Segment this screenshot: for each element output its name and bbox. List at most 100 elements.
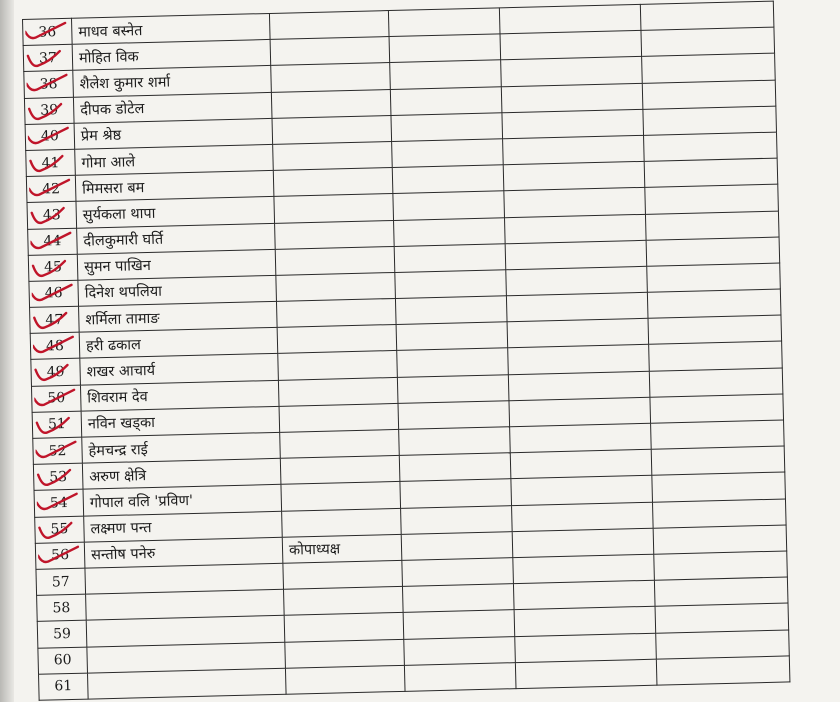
empty-cell bbox=[404, 662, 517, 692]
empty-cell bbox=[656, 655, 790, 686]
empty-cell bbox=[392, 191, 505, 220]
member-name-text: हरी ढकाल bbox=[85, 337, 142, 355]
row-number: 42 bbox=[26, 175, 76, 203]
member-role bbox=[275, 246, 395, 276]
row-number-text: 60 bbox=[53, 652, 72, 669]
empty-cell bbox=[653, 550, 788, 581]
empty-cell bbox=[500, 56, 643, 87]
member-name-text: सन्तोष पनेरु bbox=[90, 546, 156, 564]
row-number: 39 bbox=[24, 96, 75, 125]
row-number-text: 54 bbox=[49, 494, 68, 512]
empty-cell bbox=[511, 501, 654, 532]
empty-cell bbox=[503, 161, 645, 192]
member-name-text: सुर्यकला थापा bbox=[82, 205, 156, 224]
member-name-text: अरुण क्षेत्रि bbox=[89, 467, 147, 486]
empty-cell bbox=[515, 658, 657, 689]
empty-cell bbox=[501, 82, 643, 113]
member-role bbox=[282, 560, 403, 590]
empty-cell bbox=[646, 262, 781, 293]
member-name-text: दिनेश थपलिया bbox=[84, 284, 163, 303]
member-role bbox=[285, 665, 406, 695]
empty-cell bbox=[642, 79, 776, 110]
row-number-text: 41 bbox=[41, 154, 60, 172]
row-number: 47 bbox=[29, 306, 80, 334]
empty-cell bbox=[643, 132, 778, 162]
empty-cell bbox=[512, 527, 654, 558]
empty-cell bbox=[395, 295, 508, 325]
row-number: 52 bbox=[32, 437, 83, 465]
empty-cell bbox=[389, 60, 502, 90]
empty-cell bbox=[400, 505, 513, 535]
empty-cell bbox=[397, 374, 509, 404]
row-number: 60 bbox=[37, 646, 88, 674]
row-number-text: 46 bbox=[44, 285, 63, 302]
empty-cell bbox=[652, 498, 787, 528]
row-number-text: 52 bbox=[48, 442, 67, 460]
row-number: 54 bbox=[34, 489, 84, 517]
empty-cell bbox=[398, 400, 510, 430]
empty-cell bbox=[388, 7, 501, 37]
member-role bbox=[284, 638, 405, 668]
empty-cell bbox=[391, 138, 504, 168]
row-number-text: 45 bbox=[43, 259, 63, 276]
empty-cell bbox=[655, 603, 789, 633]
empty-cell bbox=[644, 158, 778, 188]
empty-cell bbox=[513, 580, 656, 610]
empty-cell bbox=[402, 583, 515, 613]
empty-cell bbox=[642, 105, 777, 136]
member-name-text: गोमा आले bbox=[81, 153, 136, 172]
empty-cell bbox=[512, 554, 655, 584]
member-role bbox=[281, 507, 402, 538]
empty-cell bbox=[505, 240, 647, 270]
empty-cell bbox=[501, 109, 644, 139]
row-number-text: 44 bbox=[43, 233, 62, 250]
row-number-text: 42 bbox=[42, 180, 61, 198]
member-role bbox=[269, 10, 390, 40]
row-number-text: 40 bbox=[40, 128, 59, 145]
member-name-text: दीपक डोटेल bbox=[80, 101, 145, 119]
member-role bbox=[278, 377, 399, 407]
empty-cell bbox=[401, 531, 513, 561]
row-number-text: 53 bbox=[49, 468, 68, 486]
empty-cell bbox=[645, 210, 780, 241]
row-number: 40 bbox=[25, 123, 75, 151]
row-number: 61 bbox=[38, 672, 89, 701]
member-list-sheet: 36 माधव बस्नेत 37 मोहित विक 38 शैलेश कुमार शर… bbox=[22, 1, 790, 701]
member-name-text: मोहित विक bbox=[78, 48, 139, 67]
empty-cell bbox=[403, 636, 516, 666]
empty-cell bbox=[403, 609, 515, 639]
row-number: 38 bbox=[23, 70, 74, 99]
empty-cell bbox=[508, 370, 650, 401]
empty-cell bbox=[647, 289, 781, 319]
row-number-text: 58 bbox=[52, 599, 71, 617]
row-number-text: 50 bbox=[47, 390, 66, 407]
row-number-text: 48 bbox=[45, 337, 65, 355]
row-number-text: 51 bbox=[47, 416, 67, 433]
empty-cell bbox=[651, 446, 785, 476]
member-name-text: शखर आचार्य bbox=[86, 362, 156, 381]
empty-cell bbox=[399, 452, 511, 482]
member-name-text: दीलकुमारी घर्ति bbox=[83, 231, 164, 250]
empty-cell bbox=[514, 632, 657, 663]
empty-cell bbox=[510, 475, 653, 506]
row-number: 45 bbox=[28, 253, 78, 282]
member-name-text: शैलेश कुमार शर्मा bbox=[79, 74, 171, 93]
empty-cell bbox=[507, 344, 650, 375]
row-number: 49 bbox=[30, 358, 81, 387]
row-number: 57 bbox=[35, 568, 86, 596]
row-number: 48 bbox=[30, 332, 80, 360]
row-number-text: 39 bbox=[40, 102, 59, 119]
member-role bbox=[270, 36, 390, 66]
member-role bbox=[271, 115, 392, 145]
member-role bbox=[273, 167, 393, 197]
empty-cell bbox=[640, 1, 774, 31]
row-number-text: 38 bbox=[39, 76, 58, 93]
member-role bbox=[280, 481, 401, 511]
member-name-text: गोपाल वलि 'प्रविण' bbox=[89, 492, 194, 512]
member-name bbox=[87, 667, 287, 699]
empty-cell bbox=[502, 135, 645, 165]
empty-cell bbox=[506, 292, 649, 322]
row-number: 46 bbox=[28, 280, 79, 308]
empty-cell bbox=[510, 449, 652, 480]
empty-cell bbox=[390, 112, 503, 142]
